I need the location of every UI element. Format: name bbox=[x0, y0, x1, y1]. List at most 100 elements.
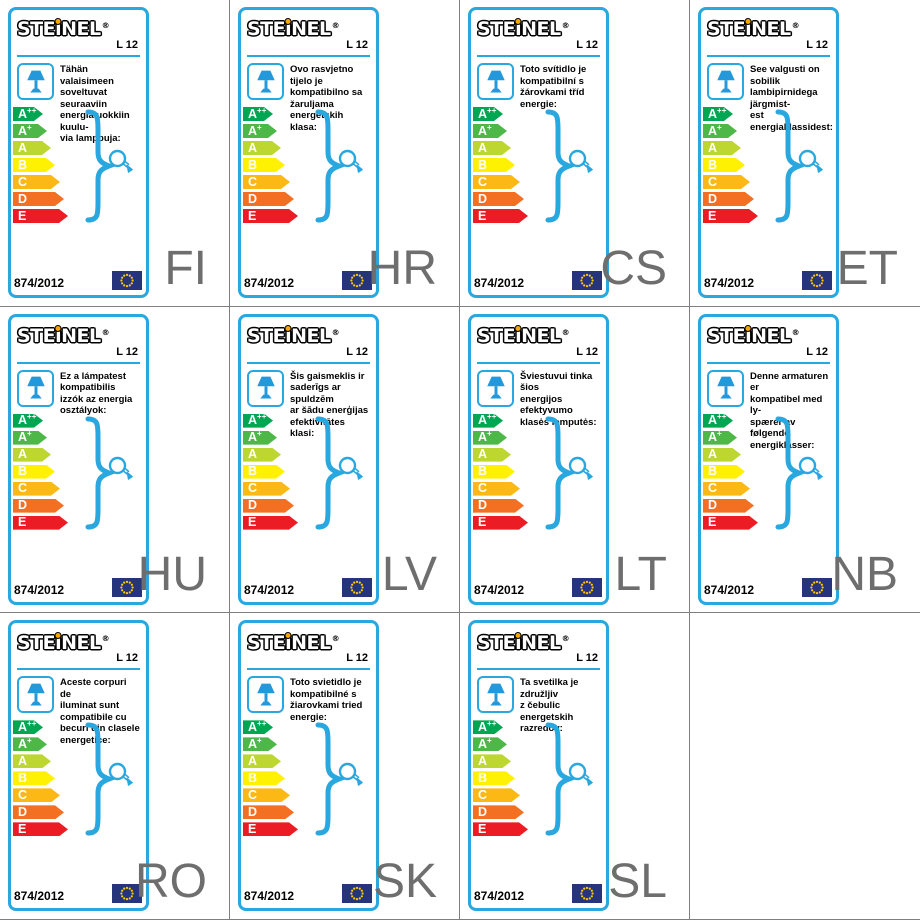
energy-class-arrow-b: B bbox=[473, 158, 515, 172]
energy-class-label: A++ bbox=[478, 105, 497, 121]
energy-class-label: D bbox=[248, 805, 258, 820]
brand-logo: STEı NEL® bbox=[247, 322, 370, 347]
light-bulb-icon bbox=[338, 456, 363, 480]
energy-class-arrow-aplus: A+ bbox=[13, 737, 47, 751]
energy-class-label: B bbox=[18, 157, 28, 172]
bottom-row: 874/2012 bbox=[14, 271, 142, 290]
energy-class-arrow-aplus: A+ bbox=[703, 431, 737, 445]
divider-line bbox=[247, 361, 370, 364]
divider-line bbox=[247, 668, 370, 671]
energy-class-label: B bbox=[478, 157, 488, 172]
energy-label-card: STEı NEL® L 12 Ez a lámpatest kompatibili… bbox=[8, 313, 149, 605]
energy-class-label: E bbox=[18, 822, 27, 837]
brand-logo-text: STEı NEL® bbox=[17, 324, 110, 347]
language-code: SL bbox=[608, 854, 667, 908]
eu-flag-icon bbox=[112, 884, 142, 904]
eu-flag-icon bbox=[572, 884, 602, 904]
regulation-number: 874/2012 bbox=[14, 276, 65, 290]
curly-brace-icon bbox=[775, 416, 807, 530]
eu-flag-icon bbox=[572, 577, 602, 597]
energy-class-arrow-aplus: A+ bbox=[13, 124, 47, 138]
energy-class-label: A+ bbox=[248, 122, 262, 138]
energy-class-label: B bbox=[248, 157, 258, 172]
energy-class-arrow-b: B bbox=[473, 771, 515, 785]
energy-class-arrow-b: B bbox=[13, 158, 55, 172]
energy-class-arrow-b: B bbox=[243, 465, 285, 479]
eu-flag-icon bbox=[802, 577, 832, 597]
energy-class-label: A bbox=[18, 140, 28, 155]
registered-trademark: ® bbox=[101, 21, 110, 30]
energy-class-arrow-d: D bbox=[13, 805, 64, 819]
energy-class-arrow-d: D bbox=[473, 499, 524, 513]
energy-label-card: STEı NEL® L 12 Denne armaturen er kompati… bbox=[698, 313, 839, 605]
regulation-number: 874/2012 bbox=[704, 582, 755, 597]
table-lamp-icon bbox=[477, 676, 514, 714]
energy-scale-graphic: A++ A+ A B C D E bbox=[13, 720, 138, 838]
product-model: L 12 bbox=[346, 39, 368, 51]
curly-brace-icon bbox=[85, 722, 117, 836]
brand-logo: STEı NEL® bbox=[477, 322, 600, 347]
energy-class-label: D bbox=[18, 191, 28, 206]
energy-class-arrow-aplusplus: A++ bbox=[13, 720, 43, 734]
energy-class-arrow-e: E bbox=[243, 516, 298, 530]
energy-class-label: A bbox=[708, 447, 718, 462]
registered-trademark: ® bbox=[791, 21, 800, 30]
energy-class-arrow-c: C bbox=[473, 788, 520, 802]
energy-class-arrow-aplusplus: A++ bbox=[703, 414, 733, 428]
light-bulb-icon bbox=[338, 149, 363, 173]
language-code: ET bbox=[836, 241, 898, 295]
energy-class-arrow-a: A bbox=[13, 448, 51, 462]
energy-label-card: STEı NEL® L 12 Tähän valaisimeen soveltuv… bbox=[8, 7, 149, 298]
energy-class-arrow-aplus: A+ bbox=[243, 737, 277, 751]
energy-class-arrow-aplus: A+ bbox=[243, 431, 277, 445]
energy-class-label: D bbox=[478, 191, 488, 206]
energy-class-arrow-e: E bbox=[243, 822, 298, 836]
energy-class-arrow-a: A bbox=[473, 448, 511, 462]
regulation-number: 874/2012 bbox=[704, 276, 755, 290]
logo-i-dot bbox=[514, 631, 522, 639]
energy-class-arrow-c: C bbox=[243, 175, 290, 189]
curly-brace-icon bbox=[315, 109, 347, 223]
energy-scale-graphic: A++ A+ A B C D E bbox=[243, 414, 368, 532]
energy-class-arrow-e: E bbox=[703, 209, 758, 223]
energy-class-label: C bbox=[248, 481, 258, 496]
language-code: LV bbox=[381, 548, 437, 602]
energy-class-arrow-aplusplus: A++ bbox=[13, 414, 43, 428]
energy-class-label: B bbox=[18, 464, 28, 479]
bottom-row: 874/2012 bbox=[244, 577, 372, 597]
divider-line bbox=[707, 361, 830, 364]
empty-cell bbox=[690, 613, 920, 920]
energy-class-arrow-e: E bbox=[13, 516, 68, 530]
bottom-row: 874/2012 bbox=[474, 577, 602, 597]
energy-class-arrow-aplus: A+ bbox=[473, 124, 507, 138]
registered-trademark: ® bbox=[331, 21, 340, 30]
compatibility-text: See valgusti on sobilik lambipirnidega j… bbox=[750, 64, 833, 133]
energy-label-card: STEı NEL® L 12 Toto svítidlo je kompatibi… bbox=[468, 7, 609, 298]
energy-label-card: STEı NEL® L 12 Šviestuvui tinka šios ener… bbox=[468, 313, 609, 605]
energy-class-label: A++ bbox=[18, 718, 37, 735]
energy-class-label: A++ bbox=[248, 412, 267, 428]
regulation-number: 874/2012 bbox=[474, 582, 525, 597]
energy-class-arrow-aplus: A+ bbox=[473, 431, 507, 445]
brand-logo-text: STEı NEL® bbox=[477, 18, 570, 41]
energy-class-label: B bbox=[248, 771, 258, 786]
energy-class-arrow-e: E bbox=[13, 822, 68, 836]
energy-class-label: D bbox=[248, 498, 258, 513]
energy-class-arrow-b: B bbox=[703, 158, 745, 172]
registered-trademark: ® bbox=[561, 21, 570, 30]
light-bulb-icon bbox=[568, 763, 593, 787]
energy-class-arrow-b: B bbox=[243, 158, 285, 172]
energy-class-label: E bbox=[248, 208, 257, 223]
energy-label-cell: STEı NEL® L 12 Šis gaismeklis ir saderīgs… bbox=[230, 306, 460, 614]
energy-class-arrow-d: D bbox=[473, 192, 524, 206]
table-lamp-icon bbox=[247, 676, 284, 714]
energy-class-arrow-e: E bbox=[473, 516, 528, 530]
energy-class-arrow-e: E bbox=[13, 209, 68, 223]
energy-class-label: A+ bbox=[708, 429, 722, 445]
language-code: RO bbox=[135, 854, 207, 908]
energy-class-arrow-d: D bbox=[243, 805, 294, 819]
logo-i-dot bbox=[54, 631, 62, 639]
energy-class-label: A bbox=[478, 754, 488, 769]
energy-class-arrow-d: D bbox=[703, 499, 754, 513]
table-lamp-icon bbox=[17, 676, 54, 714]
